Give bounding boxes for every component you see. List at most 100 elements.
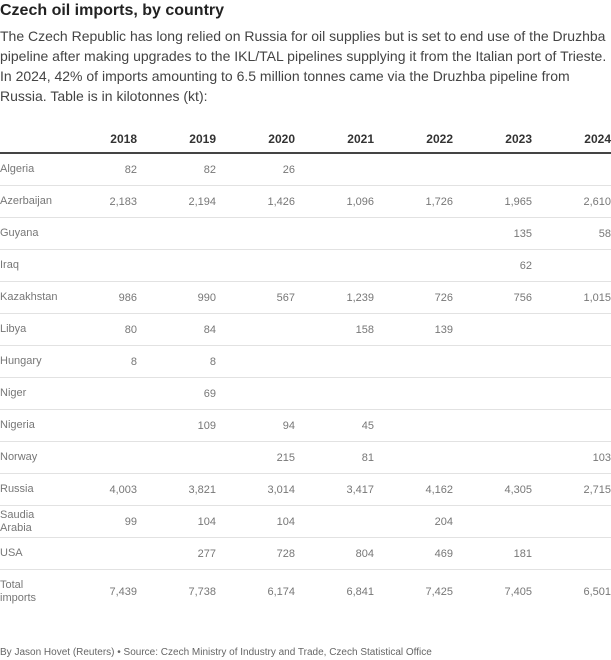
cell: 4,162 bbox=[374, 473, 453, 506]
cell bbox=[295, 217, 374, 250]
cell bbox=[58, 441, 137, 474]
cell bbox=[216, 345, 295, 378]
cell: 4,305 bbox=[453, 473, 532, 506]
cell bbox=[58, 377, 137, 410]
cell bbox=[295, 249, 374, 282]
row-label: Russia bbox=[0, 473, 58, 506]
cell bbox=[532, 345, 611, 378]
cell bbox=[453, 313, 532, 346]
cell bbox=[532, 377, 611, 410]
cell: 3,417 bbox=[295, 473, 374, 506]
row: Russia 4,003 3,821 3,014 3,417 4,162 4,305 2,71… bbox=[0, 473, 611, 506]
row: Nigeria 109 94 45 bbox=[0, 409, 611, 442]
cell: 99 bbox=[58, 505, 137, 538]
cell bbox=[453, 345, 532, 378]
column-header: 2018 bbox=[58, 125, 137, 154]
cell: 7,405 bbox=[453, 569, 532, 614]
row-label: Iraq bbox=[0, 249, 58, 282]
cell: 567 bbox=[216, 281, 295, 314]
title: Czech oil imports, by country bbox=[0, 2, 225, 19]
cell bbox=[374, 441, 453, 474]
cell: 1,239 bbox=[295, 281, 374, 314]
cell: 756 bbox=[453, 281, 532, 314]
cell: 1,426 bbox=[216, 185, 295, 218]
cell: 6,501 bbox=[532, 569, 611, 614]
cell: 986 bbox=[58, 281, 137, 314]
header-row: 2018 2019 2020 2021 2022 2023 2024 bbox=[0, 125, 611, 154]
cell: 103 bbox=[532, 441, 611, 474]
cell: 84 bbox=[137, 313, 216, 346]
row-label: Algeria bbox=[0, 153, 58, 186]
cell bbox=[216, 313, 295, 346]
cell bbox=[453, 441, 532, 474]
row: Iraq 62 bbox=[0, 249, 611, 282]
cell: 94 bbox=[216, 409, 295, 442]
cell bbox=[295, 505, 374, 538]
cell bbox=[216, 217, 295, 250]
row: Saudia Arabia 99 104 104 204 bbox=[0, 505, 611, 538]
cell bbox=[58, 409, 137, 442]
row: USA 277 728 804 469 181 bbox=[0, 537, 611, 570]
cell: 158 bbox=[295, 313, 374, 346]
row: Guyana 135 58 bbox=[0, 217, 611, 250]
cell: 3,821 bbox=[137, 473, 216, 506]
cell bbox=[216, 377, 295, 410]
row: Norway 215 81 103 bbox=[0, 441, 611, 474]
cell bbox=[137, 441, 216, 474]
cell: 1,965 bbox=[453, 185, 532, 218]
column-header: 2019 bbox=[137, 125, 216, 154]
cell: 8 bbox=[58, 345, 137, 378]
cell: 2,610 bbox=[532, 185, 611, 218]
row: Libya 80 84 158 139 bbox=[0, 313, 611, 346]
cell: 135 bbox=[453, 217, 532, 250]
cell: 277 bbox=[137, 537, 216, 570]
cell bbox=[374, 153, 453, 186]
cell: 6,841 bbox=[295, 569, 374, 614]
cell bbox=[453, 377, 532, 410]
cell bbox=[295, 345, 374, 378]
row: Niger 69 bbox=[0, 377, 611, 410]
cell bbox=[532, 409, 611, 442]
cell: 1,015 bbox=[532, 281, 611, 314]
cell: 804 bbox=[295, 537, 374, 570]
row: Algeria 82 82 26 bbox=[0, 153, 611, 186]
cell bbox=[374, 217, 453, 250]
cell: 3,014 bbox=[216, 473, 295, 506]
cell: 69 bbox=[137, 377, 216, 410]
row: Hungary 8 8 bbox=[0, 345, 611, 378]
corner bbox=[0, 125, 58, 154]
subtitle: The Czech Republic has long relied on Ru… bbox=[0, 28, 607, 104]
cell bbox=[137, 217, 216, 250]
cell bbox=[295, 377, 374, 410]
cell: 215 bbox=[216, 441, 295, 474]
cell: 181 bbox=[453, 537, 532, 570]
cell bbox=[453, 153, 532, 186]
cell bbox=[58, 249, 137, 282]
cell bbox=[58, 537, 137, 570]
cell bbox=[137, 249, 216, 282]
cell: 990 bbox=[137, 281, 216, 314]
row: Azerbaijan 2,183 2,194 1,426 1,096 1,726 1,965… bbox=[0, 185, 611, 218]
row-label: Azerbaijan bbox=[0, 185, 58, 218]
cell: 82 bbox=[137, 153, 216, 186]
column-header: 2022 bbox=[374, 125, 453, 154]
cell bbox=[374, 409, 453, 442]
cell: 726 bbox=[374, 281, 453, 314]
cell bbox=[216, 249, 295, 282]
cell: 104 bbox=[216, 505, 295, 538]
cell: 1,096 bbox=[295, 185, 374, 218]
cell: 8 bbox=[137, 345, 216, 378]
table: 2018 2019 2020 2021 2022 2023 2024 Algeria 82 8 2… bbox=[0, 125, 611, 614]
column-header: 2021 bbox=[295, 125, 374, 154]
cell: 139 bbox=[374, 313, 453, 346]
cell: 728 bbox=[216, 537, 295, 570]
cell: 204 bbox=[374, 505, 453, 538]
cell bbox=[58, 217, 137, 250]
row-label: USA bbox=[0, 537, 58, 570]
cell: 26 bbox=[216, 153, 295, 186]
cell: 58 bbox=[532, 217, 611, 250]
row-label: Guyana bbox=[0, 217, 58, 250]
column-header: 2023 bbox=[453, 125, 532, 154]
cell: 104 bbox=[137, 505, 216, 538]
cell bbox=[532, 249, 611, 282]
